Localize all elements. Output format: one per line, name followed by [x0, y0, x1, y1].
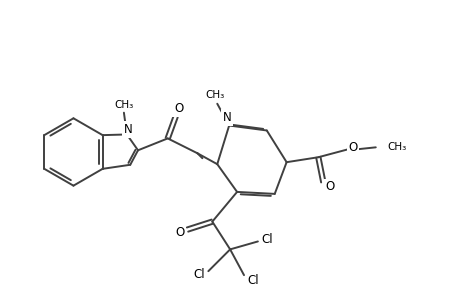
Text: CH₃: CH₃ — [205, 90, 224, 100]
Text: O: O — [174, 102, 183, 115]
Text: O: O — [347, 141, 357, 154]
Text: Cl: Cl — [193, 268, 205, 281]
Text: N: N — [123, 123, 132, 136]
Text: CH₃: CH₃ — [114, 100, 133, 110]
Text: Cl: Cl — [246, 274, 258, 286]
Text: Cl: Cl — [260, 233, 272, 246]
Text: CH₃: CH₃ — [387, 142, 406, 152]
Text: O: O — [174, 226, 184, 239]
Text: N: N — [222, 111, 231, 124]
Text: O: O — [325, 181, 334, 194]
